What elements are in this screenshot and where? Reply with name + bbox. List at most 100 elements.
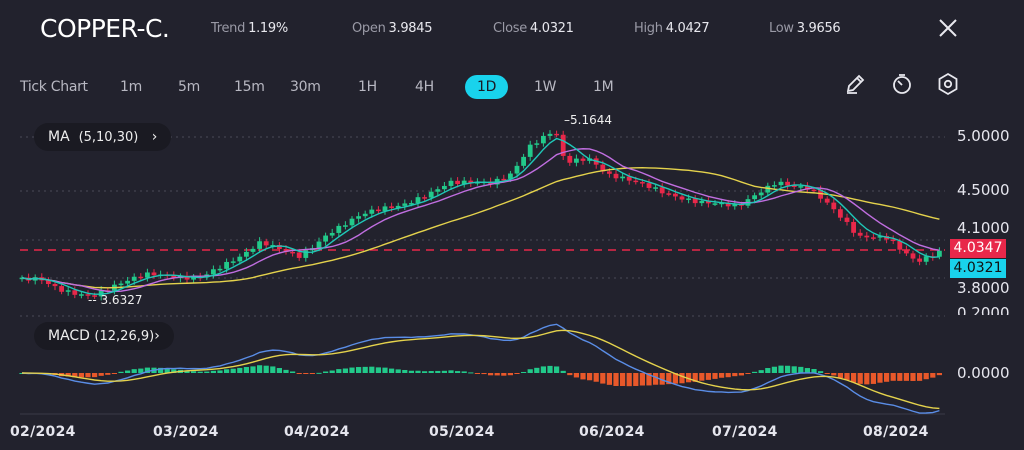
candle: [448, 180, 454, 186]
macd-histogram-bar: [309, 373, 315, 374]
macd-histogram-bar: [699, 373, 705, 381]
trend-label: Trend: [211, 21, 246, 36]
candle: [85, 294, 91, 296]
candle: [521, 156, 526, 166]
timeframe-1h[interactable]: 1H: [358, 79, 377, 95]
candle: [283, 249, 289, 252]
candle: [277, 245, 282, 250]
macd-indicator-button[interactable]: MACD (12,26,9)›: [34, 322, 174, 350]
high-label: High: [634, 21, 663, 36]
macd-histogram-bar: [679, 373, 685, 384]
timeframe-30m[interactable]: 30m: [290, 79, 321, 95]
candle: [798, 186, 804, 188]
macd-histogram-bar: [831, 373, 837, 376]
candle: [98, 290, 104, 297]
timeframe-1d[interactable]: 1D: [465, 75, 509, 99]
timeframe-5m[interactable]: 5m: [178, 79, 200, 95]
x-tick: 08/2024: [863, 424, 929, 440]
macd-histogram-bar: [639, 373, 645, 386]
macd-histogram-bar: [877, 373, 883, 383]
macd-histogram-bar: [897, 373, 903, 381]
candle: [382, 206, 388, 212]
timeframe-15m[interactable]: 15m: [234, 79, 265, 95]
candle: [620, 176, 625, 179]
candle: [475, 182, 480, 184]
macd-histogram-bar: [857, 373, 863, 384]
candle: [560, 134, 566, 156]
candle: [699, 200, 705, 204]
macd-label: MACD: [48, 328, 90, 344]
macd-histogram-bar: [158, 367, 164, 373]
timeframe-1m[interactable]: 1m: [120, 79, 142, 95]
high-stat: High 4.0427: [634, 21, 710, 36]
candle: [659, 187, 665, 194]
macd-histogram-bar: [98, 373, 104, 376]
macd-histogram-bar: [811, 369, 817, 373]
timeframe-tick-chart[interactable]: Tick Chart: [20, 79, 88, 95]
macd-histogram-bar: [257, 365, 263, 373]
candle: [646, 183, 652, 188]
macd-histogram-bar: [72, 373, 78, 378]
macd-histogram-bar: [593, 373, 599, 382]
candle: [428, 191, 434, 198]
macd-histogram-bar: [923, 373, 929, 380]
macd-params: (12,26,9): [94, 329, 155, 344]
macd-histogram-bar: [408, 370, 414, 373]
y-tick: 3.8000: [957, 279, 1010, 297]
candle: [772, 185, 777, 187]
open-stat: Open 3.9845: [352, 21, 433, 36]
candle: [501, 178, 507, 181]
candle: [831, 202, 837, 210]
candle: [224, 261, 229, 269]
candle: [534, 143, 540, 145]
macd-histogram-bar: [798, 366, 804, 373]
macd-histogram-bar: [606, 373, 612, 385]
close-x-icon[interactable]: [936, 16, 960, 40]
candle: [369, 209, 375, 214]
macd-histogram-bar: [705, 373, 711, 380]
timeframe-1w[interactable]: 1W: [534, 79, 557, 95]
candle: [917, 258, 922, 262]
macd-histogram-bar: [342, 368, 348, 373]
macd-histogram-bar: [303, 373, 309, 374]
candle: [785, 181, 790, 186]
settings-hexagon-icon[interactable]: [936, 72, 960, 96]
candle: [72, 290, 78, 295]
candle: [336, 225, 342, 233]
macd-histogram-bar: [323, 371, 329, 373]
macd-histogram-bar: [725, 373, 731, 378]
macd-histogram-bar: [230, 368, 236, 373]
close-value: 4.0321: [529, 21, 574, 36]
candle: [692, 198, 698, 204]
candle: [686, 198, 691, 200]
timeframe-1m[interactable]: 1M: [593, 79, 614, 95]
open-value: 3.9845: [388, 21, 433, 36]
macd-histogram-bar: [329, 370, 335, 373]
macd-histogram-bar: [785, 365, 791, 373]
last-price-tag: 4.0347: [950, 239, 1006, 258]
ma-indicator-button[interactable]: MA (5,10,30) ›: [34, 123, 172, 151]
macd-histogram-bar: [864, 373, 870, 385]
candle: [877, 236, 883, 238]
pencil-icon[interactable]: [843, 72, 867, 96]
macd-histogram-bar: [732, 373, 738, 377]
macd-histogram-bar: [468, 372, 474, 374]
macd-histogram-bar: [930, 373, 936, 378]
macd-histogram-bar: [771, 366, 777, 373]
macd-histogram-bar: [138, 368, 144, 373]
candle: [937, 250, 942, 257]
macd-histogram-bar: [276, 368, 282, 373]
macd-histogram-bar: [237, 367, 243, 373]
candle: [732, 204, 738, 207]
candle: [805, 186, 810, 190]
timeframe-4h[interactable]: 4H: [415, 79, 434, 95]
x-tick: 05/2024: [429, 424, 495, 440]
candle: [838, 209, 843, 218]
macd-histogram-bar: [197, 371, 203, 373]
macd-histogram-bar: [936, 373, 942, 376]
macd-histogram-bar: [521, 371, 527, 373]
timer-icon[interactable]: [890, 72, 914, 96]
candle: [824, 198, 830, 203]
macd-histogram-bar: [389, 368, 395, 373]
